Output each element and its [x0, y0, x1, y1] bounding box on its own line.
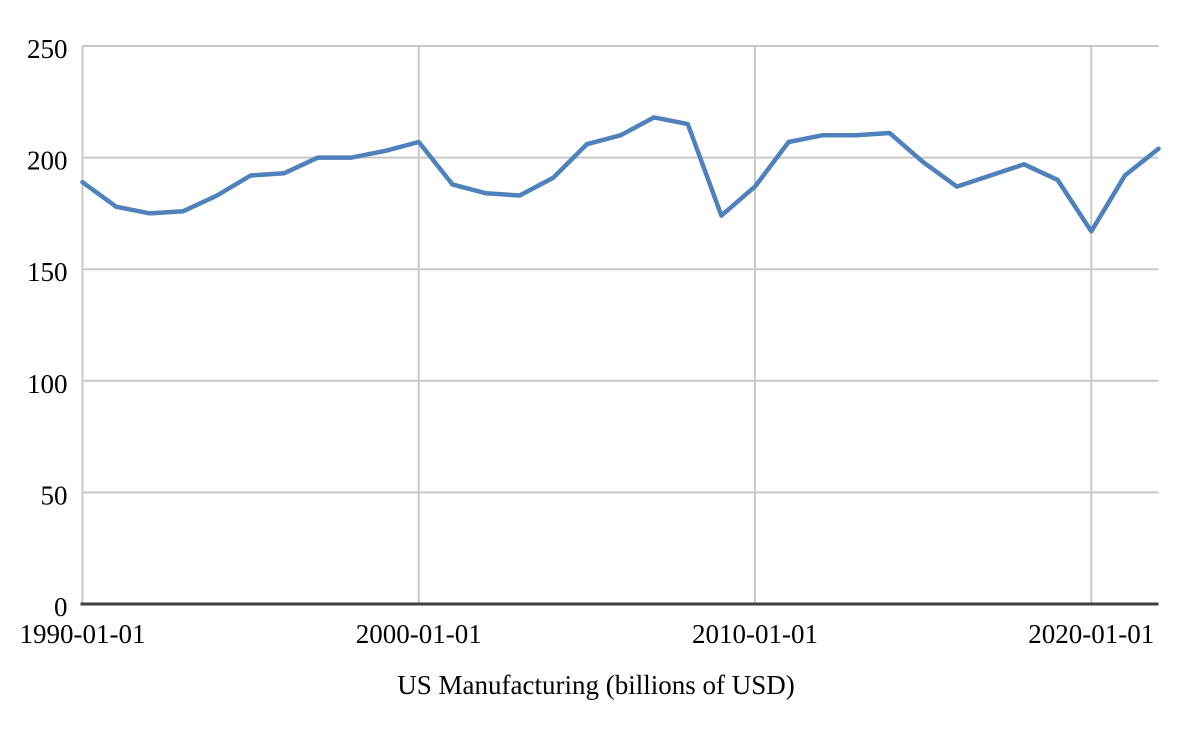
tick-labels: 0 50 100 150 200 250 1990-01-01 2000-01-01 2010-… [20, 34, 1155, 649]
x-tick-label-2000-01-01: 2000-01-01 [356, 619, 482, 649]
y-tick-label-150: 150 [27, 257, 68, 287]
y-tick-label-50: 50 [41, 480, 68, 510]
y-tick-label-0: 0 [54, 592, 68, 622]
y-tick-label-250: 250 [27, 34, 68, 64]
x-tick-label-1990-01-01: 1990-01-01 [20, 619, 146, 649]
gridlines [81, 45, 1159, 604]
data-series [80, 115, 1161, 234]
data-series-line [80, 115, 1161, 234]
x-tick-label-2020-01-01: 2020-01-01 [1028, 619, 1154, 649]
x-tick-label-2010-01-01: 2010-01-01 [692, 619, 818, 649]
chart-title: US Manufacturing (billions of USD) [397, 670, 795, 700]
y-tick-label-100: 100 [27, 369, 68, 399]
y-tick-label-200: 200 [27, 146, 68, 176]
